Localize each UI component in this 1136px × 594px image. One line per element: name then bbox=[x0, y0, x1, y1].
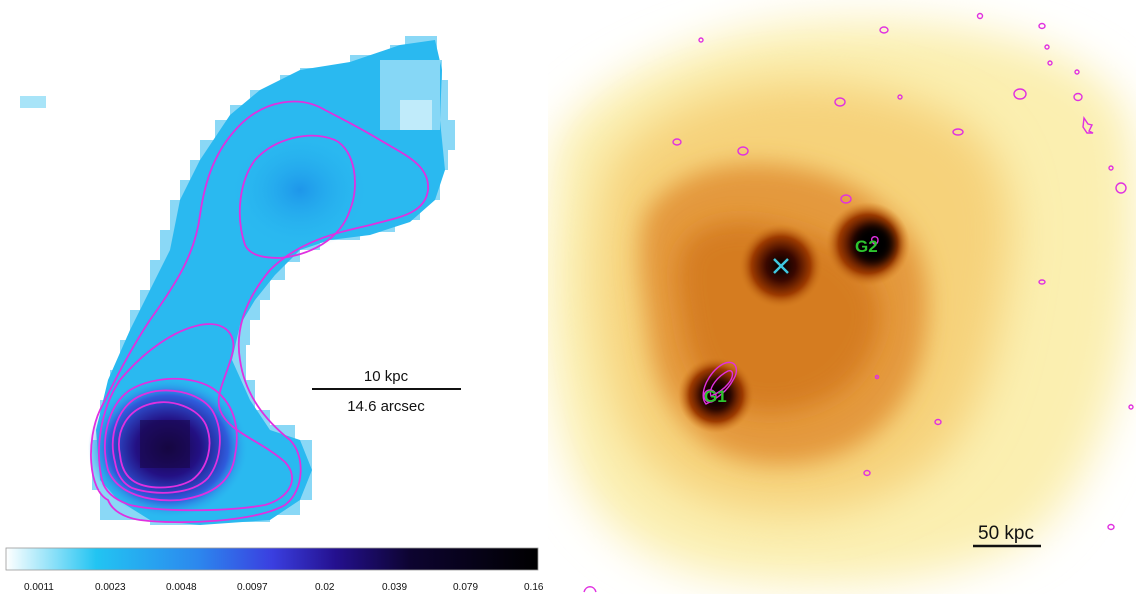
contour-blob bbox=[1107, 523, 1115, 531]
right-contours bbox=[583, 12, 1134, 593]
contour-lower-4 bbox=[118, 401, 211, 489]
scale-bar-bottom-label: 14.6 arcsec bbox=[347, 398, 425, 415]
contour-blob bbox=[737, 146, 749, 156]
colorbar-tick-3: 0.0097 bbox=[237, 582, 268, 593]
contour-blob bbox=[934, 418, 942, 426]
galaxy-label-g2: G2 bbox=[855, 237, 878, 256]
contour-blob bbox=[1082, 116, 1094, 134]
colorbar-tick-2: 0.0048 bbox=[166, 582, 197, 593]
cross-stroke bbox=[773, 258, 789, 274]
contour-blob bbox=[879, 26, 889, 34]
contour-blob bbox=[834, 97, 846, 107]
colorbar-tick-4: 0.02 bbox=[315, 582, 335, 593]
contour-blob bbox=[698, 37, 704, 43]
galaxy-label-g1: G1 bbox=[704, 387, 727, 406]
contour-blob bbox=[1038, 22, 1046, 30]
left-map: 10 kpc 14.6 arcsec 0.0011 0.0023 0.0048 … bbox=[5, 36, 544, 593]
upper-knot bbox=[230, 130, 370, 250]
contour-blob bbox=[1013, 88, 1027, 100]
colorbar-ticks: 0.0011 0.0023 0.0048 0.0097 0.02 0.039 0… bbox=[24, 582, 544, 593]
contour-g2 bbox=[870, 236, 879, 245]
contour-blob bbox=[1047, 60, 1053, 66]
colorbar-tick-1: 0.0023 bbox=[95, 582, 126, 593]
right-scale-bar: 50 kpc bbox=[973, 523, 1041, 548]
contour-lower-3 bbox=[111, 389, 221, 494]
main-emission bbox=[96, 40, 445, 525]
contour-blob bbox=[1115, 182, 1127, 194]
colorbar: 0.0011 0.0023 0.0048 0.0097 0.02 0.039 0… bbox=[5, 547, 544, 593]
right-scale-bar-label: 50 kpc bbox=[978, 523, 1034, 544]
contour-blob bbox=[976, 12, 984, 20]
colorbar-gradient bbox=[6, 548, 538, 570]
scale-bar-top-label: 10 kpc bbox=[364, 368, 409, 385]
colorbar-tick-7: 0.16 bbox=[524, 582, 544, 593]
contour-blob bbox=[952, 128, 964, 136]
contour-upper-inner bbox=[238, 134, 356, 259]
colorbar-frame bbox=[5, 547, 539, 571]
left-image-panel: 10 kpc 14.6 arcsec 0.0011 0.0023 0.0048 … bbox=[0, 0, 548, 594]
isolated-pixel bbox=[20, 96, 46, 108]
contour-blob bbox=[897, 94, 903, 100]
contour-blob bbox=[583, 586, 597, 593]
contour-lower-2 bbox=[104, 377, 238, 502]
left-contours bbox=[90, 100, 429, 524]
contour-outer bbox=[90, 100, 429, 524]
contour-g1-ring bbox=[703, 389, 717, 403]
contour-blob bbox=[874, 374, 880, 380]
contour-blob bbox=[1073, 92, 1083, 102]
contour-blob bbox=[1038, 279, 1046, 285]
contour-g1-inner bbox=[709, 370, 734, 397]
colorbar-tick-6: 0.079 bbox=[453, 582, 478, 593]
contour-blob bbox=[1108, 165, 1114, 171]
core-peak bbox=[140, 420, 190, 468]
right-image-panel: G2 G1 50 kpc bbox=[548, 0, 1136, 594]
contour-blob bbox=[840, 194, 852, 204]
contour-g1-outer bbox=[702, 361, 738, 405]
left-scale-bar: 10 kpc 14.6 arcsec bbox=[312, 368, 461, 415]
colorbar-tick-0: 0.0011 bbox=[24, 582, 54, 593]
colorbar-tick-5: 0.039 bbox=[382, 582, 407, 593]
emission-region bbox=[20, 36, 455, 525]
center-cross-marker bbox=[773, 258, 789, 274]
contour-blob bbox=[1074, 69, 1080, 75]
right-map: G2 G1 50 kpc bbox=[548, 12, 1136, 593]
xray-emission bbox=[548, 21, 1136, 584]
contour-blob bbox=[1128, 404, 1134, 410]
contour-blob bbox=[672, 138, 682, 146]
contour-blob bbox=[1044, 44, 1050, 50]
contour-blob bbox=[863, 469, 871, 477]
faint-spot bbox=[400, 100, 432, 130]
contour-lower-1 bbox=[98, 323, 293, 512]
